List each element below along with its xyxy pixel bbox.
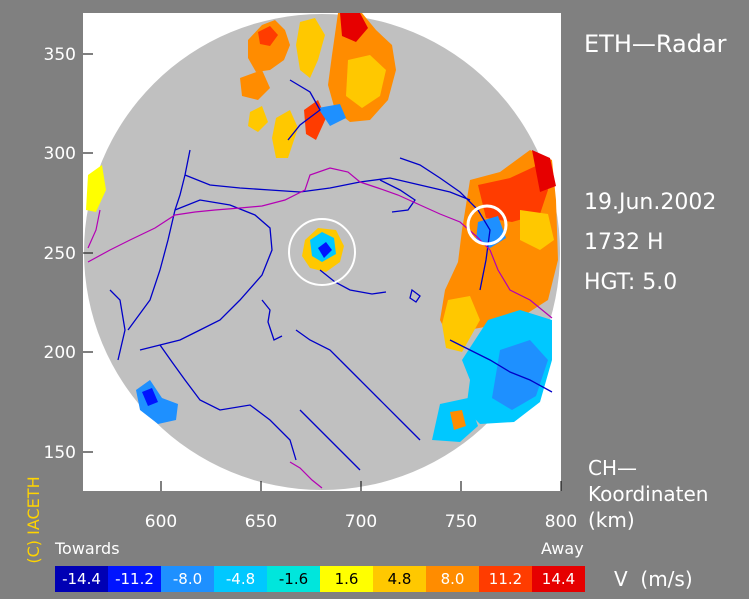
y-tick-label: 200 [44, 343, 76, 363]
rivers-layer [109, 79, 553, 471]
y-tick-label: 300 [44, 144, 76, 164]
river-southwest [109, 289, 126, 361]
legend-bin: 11.2 [479, 566, 532, 592]
radar-title: ETH—Radar [584, 30, 727, 58]
river-rhine-alpine [399, 157, 491, 291]
x-tick-label: 600 [145, 512, 177, 532]
river-inn [449, 339, 553, 393]
x-tick-label: 700 [345, 512, 377, 532]
echo-cell-southwest-core [142, 388, 158, 406]
echo-complex-east-yellow [520, 210, 554, 250]
legend-bin: -11.2 [108, 566, 161, 592]
echo-cell-southeast-core [450, 410, 466, 430]
radar-site-marker [288, 218, 356, 286]
echo-band-southeast-core [492, 340, 548, 410]
observation-date: 19.Jun.2002 [584, 190, 717, 215]
legend-unit-label: V (m/s) [614, 567, 693, 591]
x-tick-label: 750 [445, 512, 477, 532]
mesocyclone-marker [466, 204, 508, 246]
river-north [287, 79, 321, 141]
lake-small [409, 288, 421, 303]
coordinate-system-label: CH— [588, 456, 638, 480]
river-south [299, 409, 361, 471]
lake-zurich [319, 269, 387, 295]
legend-bin: -4.8 [214, 566, 267, 592]
y-tick-label: 250 [44, 244, 76, 264]
river-ticino [339, 359, 421, 441]
border-south [289, 461, 323, 489]
river-rhine-north [184, 174, 361, 193]
border-east [489, 249, 553, 319]
river-west [127, 149, 191, 331]
x-tick-label: 800 [545, 512, 577, 532]
river-rhone [159, 344, 297, 461]
river-aare [139, 199, 273, 351]
legend-bin: 4.8 [373, 566, 426, 592]
echo-cell-north-6 [272, 110, 298, 158]
lake-constance [379, 179, 416, 213]
borders-layer [87, 167, 553, 489]
echo-cell-north-5 [248, 106, 268, 132]
echo-ring-site-core [318, 242, 332, 258]
legend-bin: -14.4 [55, 566, 108, 592]
echo-cell-north-3-core [340, 13, 368, 42]
echo-cell-north-blue [318, 104, 346, 126]
river-reuss [295, 329, 341, 361]
echo-cell-north-2 [296, 18, 325, 78]
legend-bin: 14.4 [532, 566, 585, 592]
velocity-legend: -14.4 -11.2 -8.0 -4.8 -1.6 1.6 4.8 8.0 11.2 14.4 [55, 566, 585, 592]
observation-time: 1732 H [584, 230, 664, 255]
echo-complex-east-red [532, 150, 556, 192]
axis-ticks [83, 53, 562, 491]
y-tick-label: 350 [44, 45, 76, 65]
echo-cell-north-3-inner [346, 55, 386, 108]
echo-cell-west [86, 165, 106, 212]
river-rhine-east [359, 177, 471, 201]
legend-bin: 8.0 [426, 566, 479, 592]
echo-cell-north-4 [240, 70, 270, 100]
elevation-height: HGT: 5.0 [584, 270, 678, 295]
copyright-credit: (C) IACETH [24, 476, 43, 564]
lake-lucerne [261, 299, 283, 341]
y-tick-label: 150 [44, 443, 76, 463]
border-northeast [359, 181, 491, 251]
border-west [87, 209, 101, 249]
legend-bin: 1.6 [320, 566, 373, 592]
legend-away-label: Away [541, 539, 584, 558]
legend-bin: -1.6 [267, 566, 320, 592]
coordinate-system-name: Koordinaten [588, 482, 709, 506]
echo-cell-north-1-core [258, 26, 278, 46]
coordinate-unit: (km) [588, 508, 635, 532]
legend-towards-label: Towards [55, 539, 120, 558]
border-north [87, 167, 361, 263]
x-tick-label: 650 [245, 512, 277, 532]
echo-complex-east-south [442, 296, 480, 352]
legend-bin: -8.0 [161, 566, 214, 592]
